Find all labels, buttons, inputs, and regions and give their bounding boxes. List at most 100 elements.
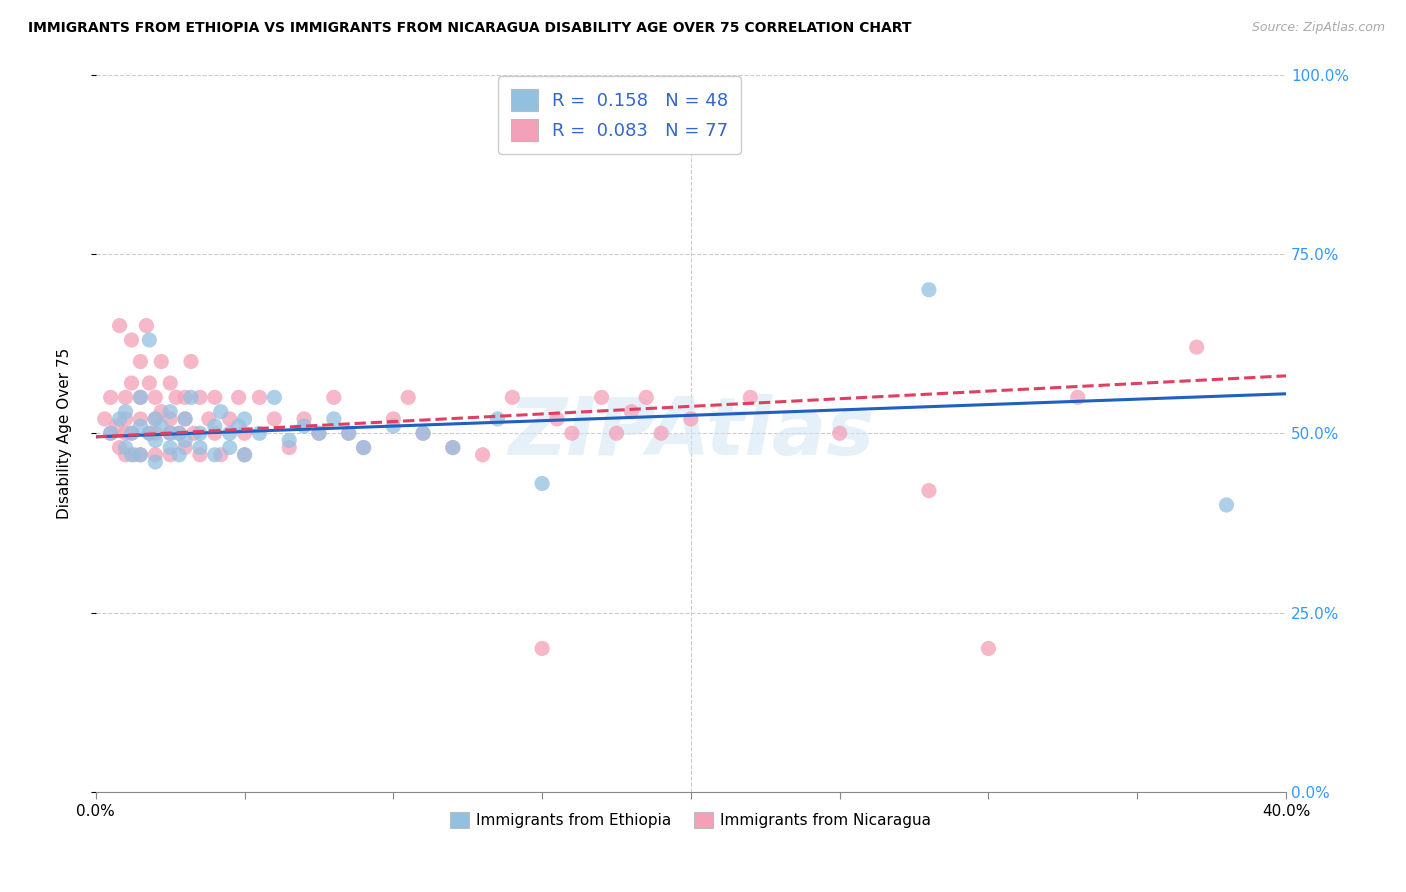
Point bbox=[143, 412, 166, 426]
Point bbox=[93, 412, 115, 426]
Point bbox=[204, 390, 226, 404]
Point bbox=[382, 412, 405, 426]
Point bbox=[382, 419, 405, 434]
Point bbox=[278, 441, 301, 455]
Point bbox=[135, 318, 157, 333]
Point bbox=[322, 390, 344, 404]
Point bbox=[159, 426, 181, 441]
Point bbox=[561, 426, 583, 441]
Point bbox=[501, 390, 523, 404]
Point bbox=[218, 426, 240, 441]
Point bbox=[159, 405, 181, 419]
Point bbox=[233, 412, 256, 426]
Point bbox=[138, 333, 160, 347]
Point bbox=[114, 405, 136, 419]
Point bbox=[143, 426, 166, 441]
Point bbox=[114, 441, 136, 455]
Point bbox=[138, 426, 160, 441]
Point bbox=[105, 419, 128, 434]
Point bbox=[114, 412, 136, 426]
Point bbox=[396, 390, 419, 404]
Point bbox=[159, 448, 181, 462]
Point bbox=[233, 448, 256, 462]
Point bbox=[441, 441, 464, 455]
Point bbox=[337, 426, 360, 441]
Point bbox=[167, 426, 190, 441]
Point bbox=[1185, 340, 1208, 354]
Point bbox=[100, 426, 122, 441]
Point bbox=[531, 476, 554, 491]
Point bbox=[114, 426, 136, 441]
Point bbox=[114, 448, 136, 462]
Point bbox=[165, 390, 187, 404]
Point bbox=[167, 448, 190, 462]
Point bbox=[100, 426, 122, 441]
Point bbox=[620, 405, 643, 419]
Point bbox=[124, 448, 146, 462]
Point bbox=[108, 318, 131, 333]
Point bbox=[412, 426, 434, 441]
Point bbox=[143, 448, 166, 462]
Point bbox=[209, 448, 232, 462]
Point bbox=[150, 405, 173, 419]
Point bbox=[412, 426, 434, 441]
Point bbox=[531, 641, 554, 656]
Point bbox=[228, 419, 250, 434]
Point bbox=[188, 441, 211, 455]
Point bbox=[100, 390, 122, 404]
Point bbox=[308, 426, 330, 441]
Point bbox=[143, 455, 166, 469]
Point bbox=[1066, 390, 1088, 404]
Point bbox=[129, 448, 152, 462]
Legend: Immigrants from Ethiopia, Immigrants from Nicaragua: Immigrants from Ethiopia, Immigrants fro… bbox=[444, 806, 938, 835]
Point bbox=[233, 426, 256, 441]
Point bbox=[650, 426, 672, 441]
Point bbox=[150, 354, 173, 368]
Point bbox=[679, 412, 702, 426]
Point bbox=[441, 441, 464, 455]
Point bbox=[546, 412, 568, 426]
Point bbox=[174, 412, 197, 426]
Point bbox=[918, 283, 941, 297]
Point bbox=[108, 412, 131, 426]
Point bbox=[218, 441, 240, 455]
Point bbox=[159, 441, 181, 455]
Point bbox=[159, 376, 181, 390]
Point bbox=[740, 390, 762, 404]
Point bbox=[263, 390, 285, 404]
Point bbox=[129, 390, 152, 404]
Point bbox=[471, 448, 494, 462]
Point bbox=[174, 390, 197, 404]
Point bbox=[263, 412, 285, 426]
Point bbox=[486, 412, 509, 426]
Point bbox=[129, 419, 152, 434]
Point bbox=[278, 434, 301, 448]
Point bbox=[143, 390, 166, 404]
Point bbox=[977, 641, 1000, 656]
Point bbox=[129, 390, 152, 404]
Point bbox=[174, 434, 197, 448]
Point bbox=[605, 426, 627, 441]
Point bbox=[121, 376, 143, 390]
Point bbox=[228, 390, 250, 404]
Point bbox=[591, 390, 613, 404]
Point bbox=[114, 390, 136, 404]
Point bbox=[209, 405, 232, 419]
Point bbox=[204, 448, 226, 462]
Point bbox=[353, 441, 375, 455]
Point bbox=[129, 412, 152, 426]
Point bbox=[204, 426, 226, 441]
Point bbox=[159, 412, 181, 426]
Point bbox=[292, 412, 315, 426]
Point bbox=[121, 333, 143, 347]
Point bbox=[138, 376, 160, 390]
Point bbox=[337, 426, 360, 441]
Point bbox=[150, 419, 173, 434]
Point bbox=[129, 354, 152, 368]
Point bbox=[233, 448, 256, 462]
Point bbox=[1215, 498, 1237, 512]
Point bbox=[143, 412, 166, 426]
Point bbox=[249, 426, 271, 441]
Point bbox=[292, 419, 315, 434]
Point bbox=[183, 426, 205, 441]
